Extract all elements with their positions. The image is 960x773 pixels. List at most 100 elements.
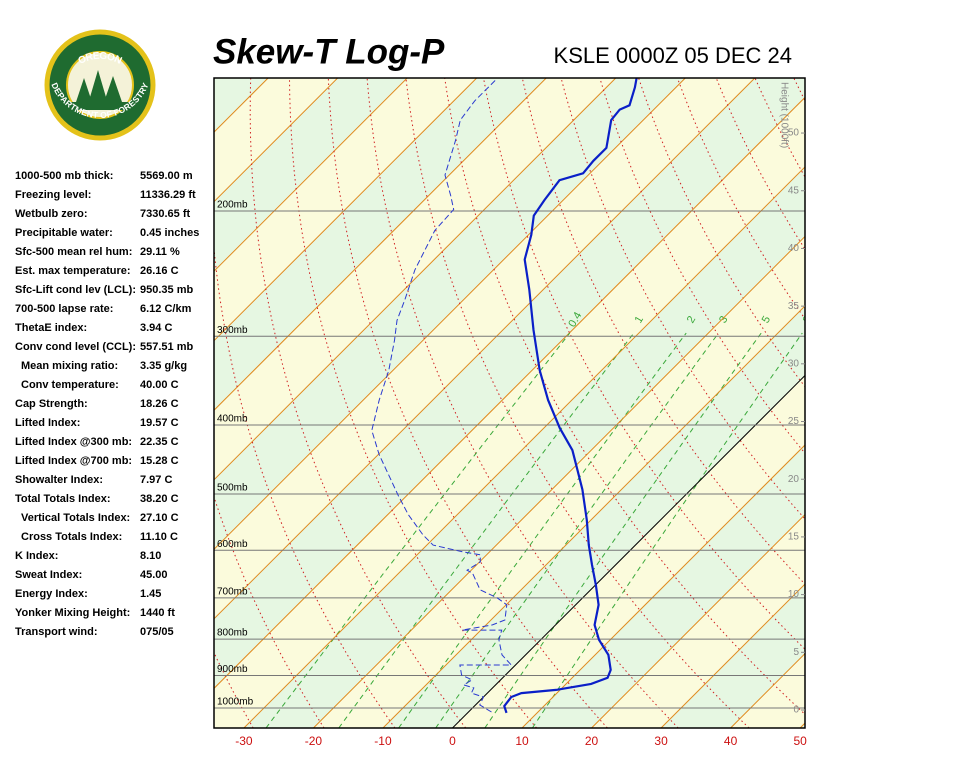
stat-value: 075/05 (140, 626, 174, 638)
stat-label: 1000-500 mb thick: (15, 170, 113, 182)
y2-tick-label: 30 (788, 358, 800, 369)
dry-adiabat (871, 78, 960, 728)
stat-value: 18.26 C (140, 398, 179, 410)
axes: -30 -20 -10 0 10 20 30 40 50200mb300mb400mb500mb… (217, 82, 807, 748)
y2-tick-label: 50 (788, 128, 800, 139)
y-tick-label: 300mb (217, 325, 248, 336)
stat-label: Conv cond level (CCL): (15, 341, 136, 353)
dry-adiabat (483, 78, 805, 650)
y2-tick-label: 20 (788, 474, 800, 485)
isotherm (591, 513, 805, 728)
stat-label: Sfc-500 mean rel hum: (15, 246, 132, 258)
isotherm (382, 305, 805, 728)
mixing-ratio-line (338, 332, 635, 728)
stat-value: 26.16 C (140, 265, 179, 277)
isotherm (660, 583, 805, 728)
dry-adiabat (833, 78, 960, 728)
stat-value: 950.35 mb (140, 284, 193, 296)
stat-label: Total Totals Index: (15, 493, 111, 505)
mixing-ratio-line (398, 332, 687, 728)
stat-label: Sweat Index: (15, 569, 82, 581)
background-isotherm (214, 78, 478, 342)
mixing-ratio-label: 5 (760, 314, 773, 325)
mixing-ratio-label: 1 (633, 314, 646, 325)
temperature-line (503, 78, 638, 714)
mixing-ratio-label: 8 (801, 314, 814, 325)
dry-adiabat (793, 78, 805, 102)
y-tick-label: 200mb (217, 200, 248, 211)
y2-tick-label: 15 (788, 532, 800, 543)
stat-label: Sfc-Lift cond lev (LCL): (15, 284, 136, 296)
stat-label: Freezing level: (15, 189, 91, 201)
stat-label: 700-500 lapse rate: (15, 303, 113, 315)
background-isotherm (214, 78, 339, 203)
y2-axis-label: Height (1000ft) (778, 82, 789, 148)
stat-value: 19.57 C (140, 417, 179, 429)
mixing-ratio-label: 2 (685, 314, 698, 325)
stat-value: 29.11 % (140, 246, 180, 258)
stat-label: Precipitable water: (15, 227, 113, 239)
stat-value: 7.97 C (140, 474, 172, 486)
stat-value: 3.94 C (140, 322, 172, 334)
y-tick-label: 600mb (217, 539, 248, 550)
stat-label: Energy Index: (15, 588, 88, 600)
mixing-ratio-line (484, 332, 762, 728)
logo: OREGON DEPARTMENT OF FORESTRY (44, 29, 156, 141)
mixing-ratio-label: 3 (717, 314, 730, 325)
stat-value: 15.28 C (140, 455, 179, 467)
stat-value: 22.35 C (140, 436, 179, 448)
stat-value: 45.00 (140, 569, 168, 581)
dry-adiabat (599, 78, 805, 455)
x-tick-label: -30 (235, 734, 253, 748)
mixing-ratio-line (435, 332, 719, 728)
y-tick-label: 800mb (217, 628, 248, 639)
dry-adiabat (249, 78, 467, 728)
x-tick-label: 30 (654, 734, 668, 748)
stat-label: Cap Strength: (15, 398, 88, 410)
plot-area: 0.4 1 2 3 5 8 (214, 78, 960, 728)
dry-adiabat (949, 78, 960, 728)
isotherm (799, 722, 805, 728)
stat-label: Est. max temperature: (15, 265, 131, 277)
background-band (214, 78, 805, 689)
background-isotherm (214, 96, 805, 690)
background-band (214, 97, 805, 728)
stat-value: 557.51 mb (140, 341, 193, 353)
x-tick-label: 10 (515, 734, 529, 748)
y-tick-label: 700mb (217, 586, 248, 597)
x-tick-label: 0 (449, 734, 456, 748)
background-band (800, 723, 805, 728)
y-tick-label: 1000mb (217, 697, 254, 708)
x-tick-label: -10 (374, 734, 392, 748)
y-tick-label: 900mb (217, 664, 248, 675)
stat-value: 3.35 g/kg (140, 360, 187, 372)
y-tick-label: 400mb (217, 414, 248, 425)
plot-frame (213, 77, 806, 729)
y2-tick-label: 10 (788, 589, 800, 600)
stat-value: 8.10 (140, 550, 161, 562)
stat-label: Conv temperature: (21, 379, 119, 391)
stat-value: 1.45 (140, 588, 161, 600)
mixing-ratio-line (265, 332, 571, 728)
background-isotherm (214, 78, 686, 551)
background-isotherm (214, 78, 547, 411)
stat-label: Yonker Mixing Height: (15, 607, 130, 619)
x-tick-label: 50 (793, 734, 807, 748)
stat-value: 1440 ft (140, 607, 175, 619)
y2-tick-label: 0 (793, 705, 799, 716)
y2-tick-label: 35 (788, 301, 800, 312)
stat-value: 6.12 C/km (140, 303, 192, 315)
chart-subtitle: KSLE 0000Z 05 DEC 24 (554, 43, 792, 68)
stat-label: ThetaE index: (15, 322, 87, 334)
y2-tick-label: 40 (788, 243, 800, 254)
y2-tick-label: 25 (788, 416, 800, 427)
isotherm (313, 235, 805, 728)
background-isotherm (214, 78, 617, 481)
background-isotherm (214, 78, 756, 620)
x-tick-label: 40 (724, 734, 738, 748)
stat-value: 11.10 C (140, 531, 178, 543)
dry-adiabat (327, 78, 608, 728)
stat-label: Vertical Totals Index: (21, 512, 130, 524)
stat-value: 38.20 C (140, 493, 179, 505)
